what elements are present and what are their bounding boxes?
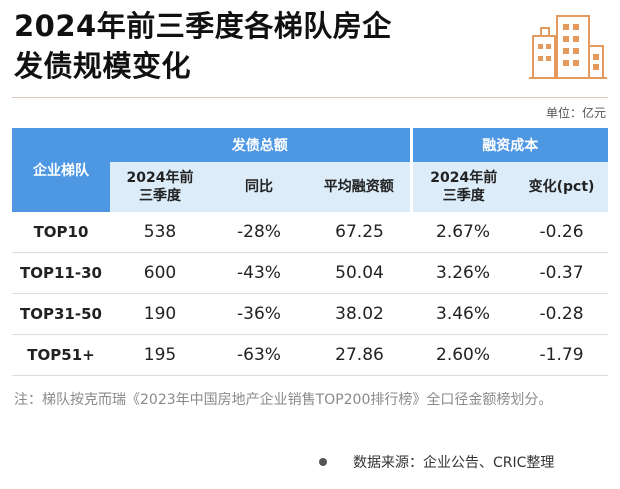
cell-change: -1.79 [515, 334, 609, 376]
cell-avg: 38.02 [308, 293, 412, 335]
cell-tier: TOP10 [12, 212, 110, 253]
cell-yoy: -28% [210, 212, 308, 253]
cell-cost: 3.26% [411, 252, 516, 294]
cell-cost: 2.60% [411, 334, 516, 376]
cell-cost: 2.67% [411, 212, 516, 253]
cell-total: 600 [110, 252, 210, 294]
title-divider [12, 97, 608, 98]
col-header-total: 2024年前三季度 [110, 162, 210, 212]
col-header-cost: 2024年前三季度 [409, 162, 516, 212]
cell-total: 538 [110, 212, 210, 253]
page-title: 2024年前三季度各梯队房企 发债规模变化 [14, 6, 484, 86]
source-bullet-icon [319, 458, 327, 466]
table-row: TOP10 538 -28% 67.25 2.67% -0.26 [12, 212, 609, 253]
cell-avg: 67.25 [308, 212, 412, 253]
col-header-change: 变化(pct) [515, 162, 609, 212]
group-header-issuance: 发债总额 [110, 128, 412, 162]
tier-header: 企业梯队 [12, 128, 110, 212]
cell-total: 195 [110, 334, 210, 376]
table-row: TOP51+ 195 -63% 27.86 2.60% -1.79 [12, 334, 609, 376]
building-icon [529, 15, 607, 79]
group-header-cost: 融资成本 [409, 128, 609, 162]
cell-total: 190 [110, 293, 210, 335]
cell-yoy: -43% [210, 252, 308, 294]
cell-change: -0.28 [515, 293, 609, 335]
title-line-2: 发债规模变化 [14, 49, 192, 83]
footnote: 注：梯队按克而瑞《2023年中国房地产企业销售TOP200排行榜》全口径金额榜划… [14, 392, 553, 408]
col-header-yoy: 同比 [210, 162, 308, 212]
unit-label: 单位：亿元 [545, 106, 606, 120]
cell-avg: 50.04 [308, 252, 412, 294]
cell-yoy: -36% [210, 293, 308, 335]
cell-change: -0.37 [515, 252, 609, 294]
issuance-table: 企业梯队 发债总额 融资成本 2024年前三季度 同比 平均融资额 2024年前… [12, 128, 609, 376]
title-line-1: 2024年前三季度各梯队房企 [14, 9, 392, 43]
cell-cost: 3.46% [411, 293, 516, 335]
cell-yoy: -63% [210, 334, 308, 376]
data-source: 数据来源：企业公告、CRIC整理 [353, 455, 555, 471]
col-header-avg: 平均融资额 [308, 162, 412, 212]
cell-avg: 27.86 [308, 334, 412, 376]
table-row: TOP31-50 190 -36% 38.02 3.46% -0.28 [12, 293, 609, 335]
cell-tier: TOP11-30 [12, 252, 110, 294]
table-row: TOP11-30 600 -43% 50.04 3.26% -0.37 [12, 252, 609, 294]
cell-tier: TOP51+ [12, 334, 110, 376]
cell-change: -0.26 [515, 212, 609, 253]
cell-tier: TOP31-50 [12, 293, 110, 335]
